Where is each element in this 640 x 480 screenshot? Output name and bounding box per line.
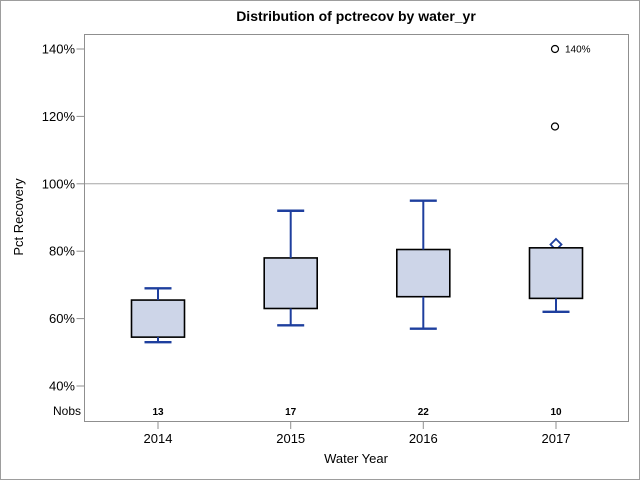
- chart-title: Distribution of pctrecov by water_yr: [236, 8, 476, 24]
- outlier-point: [550, 44, 560, 54]
- iqr-box: [263, 257, 319, 310]
- y-axis-title: Pct Recovery: [11, 178, 26, 256]
- nobs-value: 17: [285, 407, 297, 418]
- plot-frame: [84, 34, 629, 422]
- nobs-row-label: Nobs: [53, 404, 81, 418]
- y-tick-label: 80%: [49, 244, 75, 259]
- nobs-value: 10: [550, 407, 562, 418]
- y-tick-label: 140%: [42, 42, 76, 57]
- y-tick-label: 120%: [42, 109, 76, 124]
- iqr-box: [395, 248, 451, 298]
- x-tick-label: 2017: [542, 431, 571, 446]
- x-tick-label: 2014: [144, 431, 173, 446]
- nobs-value: 13: [152, 407, 164, 418]
- x-tick-label: 2015: [276, 431, 305, 446]
- x-tick-label: 2016: [409, 431, 438, 446]
- outlier-point: [550, 122, 560, 131]
- x-axis-title: Water Year: [324, 451, 389, 466]
- iqr-box: [130, 299, 186, 338]
- nobs-value: 22: [418, 407, 430, 418]
- outlier-label: 140%: [565, 45, 591, 56]
- y-tick-label: 60%: [49, 311, 75, 326]
- y-tick-label: 40%: [49, 379, 75, 394]
- iqr-box: [528, 247, 584, 300]
- y-tick-label: 100%: [42, 176, 76, 191]
